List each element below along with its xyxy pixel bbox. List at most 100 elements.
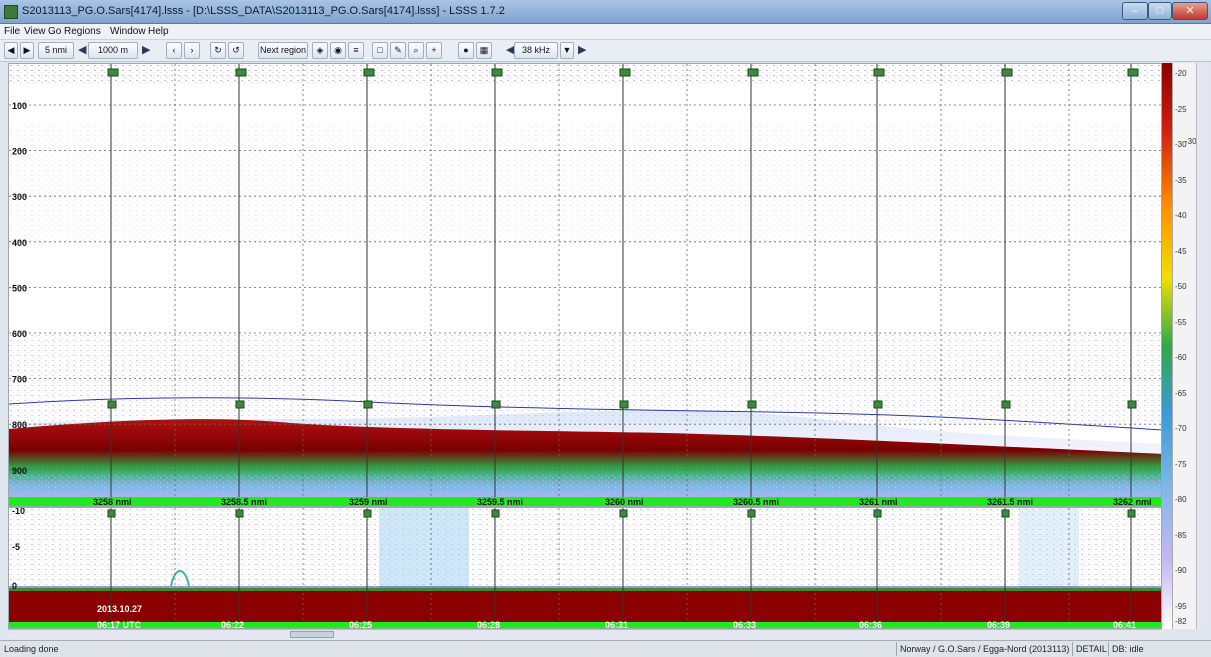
depth-gridlines: [9, 104, 1161, 471]
color-scale-label: -35: [1175, 175, 1187, 185]
first-ping-button[interactable]: ◀: [4, 42, 18, 59]
menu-go[interactable]: Go: [48, 26, 62, 37]
vertical-scrollbar[interactable]: [1196, 63, 1209, 629]
region-marker: [1001, 68, 1013, 77]
draw-tool-icon[interactable]: ✎: [390, 42, 406, 59]
echogram-bottom-canvas[interactable]: -10-50 2013.10.27 06:17 UTC 06:22 06:25 06:…: [9, 508, 1162, 629]
select-tool-icon[interactable]: □: [372, 42, 388, 59]
bottom-region-marker: [1001, 509, 1010, 518]
range-right-arrow-icon[interactable]: ▶: [142, 44, 151, 56]
region-marker: [235, 68, 247, 77]
distance-tick-label: 3261.5 nmi: [987, 497, 1033, 507]
region-marker: [1127, 68, 1139, 77]
grid-icon[interactable]: ▦: [476, 42, 492, 59]
date-label: 2013.10.27: [97, 604, 142, 614]
depth-tick-label: 800: [12, 420, 27, 430]
time-tick-label: 06:22: [221, 620, 244, 629]
range-select[interactable]: 1000 m: [88, 42, 138, 59]
frequency-select[interactable]: 38 kHz: [514, 42, 558, 59]
menu-window[interactable]: Window: [110, 26, 146, 37]
depth-axis: 100 200 300 400 500 600 700 800 900: [12, 101, 27, 476]
bottom-region-marker: [619, 509, 628, 518]
bottom-depth-label: 0: [12, 581, 17, 591]
distance-tick-label: 3259 nmi: [349, 497, 388, 507]
crosshair-tool-icon[interactable]: +: [426, 42, 442, 59]
time-axis: 06:17 UTC 06:22 06:25 06:28 06:31 06:33 06:36 0…: [97, 620, 1136, 629]
menu-view[interactable]: View: [24, 26, 46, 37]
redo-button[interactable]: ↻: [210, 42, 226, 59]
depth-tick-label: 500: [12, 283, 27, 293]
color-scale-label: -95: [1175, 601, 1187, 611]
time-tick-label: 06:39: [987, 620, 1010, 629]
color-scale-threshold[interactable]: -30: [1185, 137, 1197, 146]
bottom-gridlines: [174, 508, 1070, 622]
region-markers[interactable]: [107, 68, 1139, 409]
back-button[interactable]: ‹: [166, 42, 182, 59]
mode-status: DETAIL: [1076, 644, 1107, 654]
depth-tick-label: 300: [12, 192, 27, 202]
settings-icon[interactable]: ◉: [330, 42, 346, 59]
time-tick-label: 06:41: [1113, 620, 1136, 629]
region-marker: [1001, 400, 1011, 409]
color-scale-label: -85: [1175, 530, 1187, 540]
next-region-button[interactable]: Next region: [258, 42, 308, 59]
color-scale-bottom-value: -82: [1175, 617, 1187, 626]
ping-markers: [110, 64, 1132, 497]
record-icon[interactable]: ●: [458, 42, 474, 59]
color-scale-label: -55: [1175, 317, 1187, 327]
minimize-button[interactable]: –: [1122, 2, 1148, 20]
frequency-dropdown-icon[interactable]: ▼: [560, 42, 574, 59]
time-tick-label: 06:28: [477, 620, 500, 629]
region-marker: [873, 400, 883, 409]
frequency-right-arrow-icon[interactable]: ▶: [578, 44, 587, 56]
color-scale-label: -90: [1175, 566, 1187, 575]
next-ping-button[interactable]: ▶: [20, 42, 34, 59]
frequency-left-arrow-icon[interactable]: ◀: [506, 44, 515, 56]
time-tick-label: 06:36: [859, 620, 882, 629]
menu-help[interactable]: Help: [148, 26, 169, 37]
undo-button[interactable]: ↺: [228, 42, 244, 59]
echogram-main[interactable]: 100 200 300 400 500 600 700 800 900 3258 nmi 3258…: [8, 63, 1162, 507]
range-left-arrow-icon[interactable]: ◀: [78, 44, 87, 56]
menu-bar: File View Go Regions Window Help: [0, 24, 1211, 40]
distance-gridlines: [174, 64, 1070, 497]
window-title: S2013113_PG.O.Sars[4174].lsss - [D:\LSSS…: [22, 5, 505, 17]
title-bar[interactable]: S2013113_PG.O.Sars[4174].lsss - [D:\LSSS…: [0, 0, 1211, 24]
bottom-depth-label: -5: [12, 542, 20, 552]
bottom-region-marker: [235, 509, 244, 518]
horizontal-scroll-thumb[interactable]: [290, 631, 334, 638]
bottom-ping-markers: [107, 508, 1136, 622]
time-tick-label: 06:25: [349, 620, 372, 629]
menu-file[interactable]: File: [4, 26, 21, 37]
color-scale-label: -70: [1175, 424, 1187, 433]
cruise-status: Norway / G.O.Sars / Egga-Nord (2013113): [900, 644, 1070, 654]
region-marker: [747, 68, 759, 77]
menu-regions[interactable]: Regions: [64, 26, 101, 37]
color-scale-label: -75: [1175, 459, 1187, 469]
bottom-region-marker: [747, 509, 756, 518]
app-icon: [4, 5, 18, 19]
time-tick-label: 06:33: [733, 620, 756, 629]
forward-button[interactable]: ›: [184, 42, 200, 59]
horizontal-scrollbar[interactable]: [8, 629, 1162, 639]
region-marker: [363, 68, 375, 77]
maximize-button[interactable]: □: [1148, 2, 1172, 20]
color-scale-labels: -20 -25 -30 -35 -40 -45 -50 -55 -60 -65 -70 -75 -80 -…: [1172, 63, 1197, 629]
color-scale-label: -65: [1175, 388, 1187, 398]
close-button[interactable]: ✕: [1172, 2, 1208, 20]
distance-select[interactable]: 5 nmi: [38, 42, 74, 59]
target-icon[interactable]: ◈: [312, 42, 328, 59]
layers-icon[interactable]: ≡: [348, 42, 364, 59]
distance-axis: 3258 nmi 3258.5 nmi 3259 nmi 3259.5 nmi 3260…: [93, 497, 1152, 507]
echogram-bottom-referenced[interactable]: -10 -5 0 2013.10.27 06:17 UTC 06:22 06:25 06:…: [8, 507, 1162, 629]
color-scale-label: -25: [1175, 104, 1187, 114]
depth-tick-label: 400: [12, 238, 27, 248]
zoom-tool-icon[interactable]: ⌕: [408, 42, 424, 59]
depth-tick-label: 100: [12, 101, 27, 111]
region-marker: [363, 400, 373, 409]
region-marker: [491, 400, 501, 409]
depth-tick-label: 600: [12, 329, 27, 339]
color-scale-label: -45: [1175, 246, 1187, 256]
